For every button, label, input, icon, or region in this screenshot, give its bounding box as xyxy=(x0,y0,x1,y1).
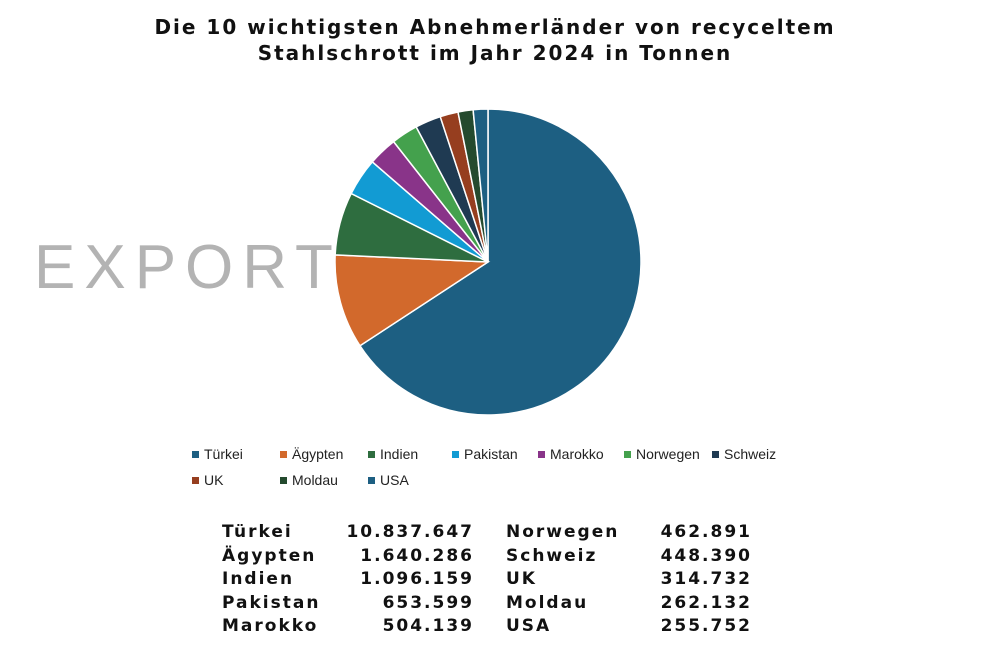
table-country-7: UK xyxy=(506,569,537,589)
table-value-9: 255.752 xyxy=(660,616,752,636)
pie-slice-9 xyxy=(472,108,489,263)
legend-label: Pakistan xyxy=(464,446,518,462)
legend-item-6: Schweiz xyxy=(712,446,776,462)
table-value-1: 1.640.286 xyxy=(360,545,474,566)
watermark-text: EXPORT xyxy=(34,233,342,302)
table-country-6: Schweiz xyxy=(506,545,598,566)
legend-item-9: USA xyxy=(368,472,409,488)
legend-label: Türkei xyxy=(204,446,243,462)
table-value-4: 504.139 xyxy=(382,616,474,636)
table-country-8: Moldau xyxy=(506,592,589,613)
table-value-8: 262.132 xyxy=(660,592,752,613)
legend-swatch xyxy=(452,451,459,458)
legend-label: Norwegen xyxy=(636,446,700,462)
legend-item-5: Norwegen xyxy=(624,446,700,462)
table-value-5: 462.891 xyxy=(660,522,752,542)
chart-title: Die 10 wichtigsten Abnehmerländer von re… xyxy=(0,14,990,66)
legend-item-7: UK xyxy=(192,472,223,488)
legend-label: USA xyxy=(380,472,409,488)
legend-swatch xyxy=(712,451,719,458)
table-value-0: 10.837.647 xyxy=(346,522,474,542)
chart-title-line-2: Stahlschrott im Jahr 2024 in Tonnen xyxy=(257,41,733,65)
table-value-6: 448.390 xyxy=(660,545,752,566)
table-value-2: 1.096.159 xyxy=(360,569,474,589)
legend-item-4: Marokko xyxy=(538,446,604,462)
legend-item-0: Türkei xyxy=(192,446,243,462)
legend-item-3: Pakistan xyxy=(452,446,518,462)
table-value-7: 314.732 xyxy=(660,569,752,589)
table-country-9: USA xyxy=(506,616,552,636)
legend-item-1: Ägypten xyxy=(280,446,343,462)
legend-swatch xyxy=(368,477,375,484)
legend-item-8: Moldau xyxy=(280,472,338,488)
legend-label: UK xyxy=(204,472,224,488)
table-country-2: Indien xyxy=(222,569,295,589)
table-value-3: 653.599 xyxy=(382,592,474,613)
legend-swatch xyxy=(368,451,375,458)
legend-swatch xyxy=(192,451,199,458)
legend-label: Marokko xyxy=(550,446,604,462)
legend-label: Moldau xyxy=(292,472,338,488)
legend-swatch xyxy=(538,451,545,458)
legend-swatch xyxy=(192,477,199,484)
table-country-1: Ägypten xyxy=(222,545,317,566)
legend-swatch xyxy=(624,451,631,458)
legend-label: Schweiz xyxy=(724,446,777,462)
legend-item-2: Indien xyxy=(368,446,418,462)
legend-label: Indien xyxy=(380,446,419,462)
legend-swatch xyxy=(280,477,287,484)
pie-slice-0 xyxy=(358,108,642,416)
table-country-0: Türkei xyxy=(222,522,293,542)
legend-label: Ägypten xyxy=(292,446,344,462)
table-country-4: Marokko xyxy=(222,616,319,636)
legend-swatch xyxy=(280,451,287,458)
chart-title-line-1: Die 10 wichtigsten Abnehmerländer von re… xyxy=(154,15,836,39)
table-country-5: Norwegen xyxy=(506,522,620,542)
pie-slice-1 xyxy=(334,254,491,347)
table-country-3: Pakistan xyxy=(222,592,321,613)
